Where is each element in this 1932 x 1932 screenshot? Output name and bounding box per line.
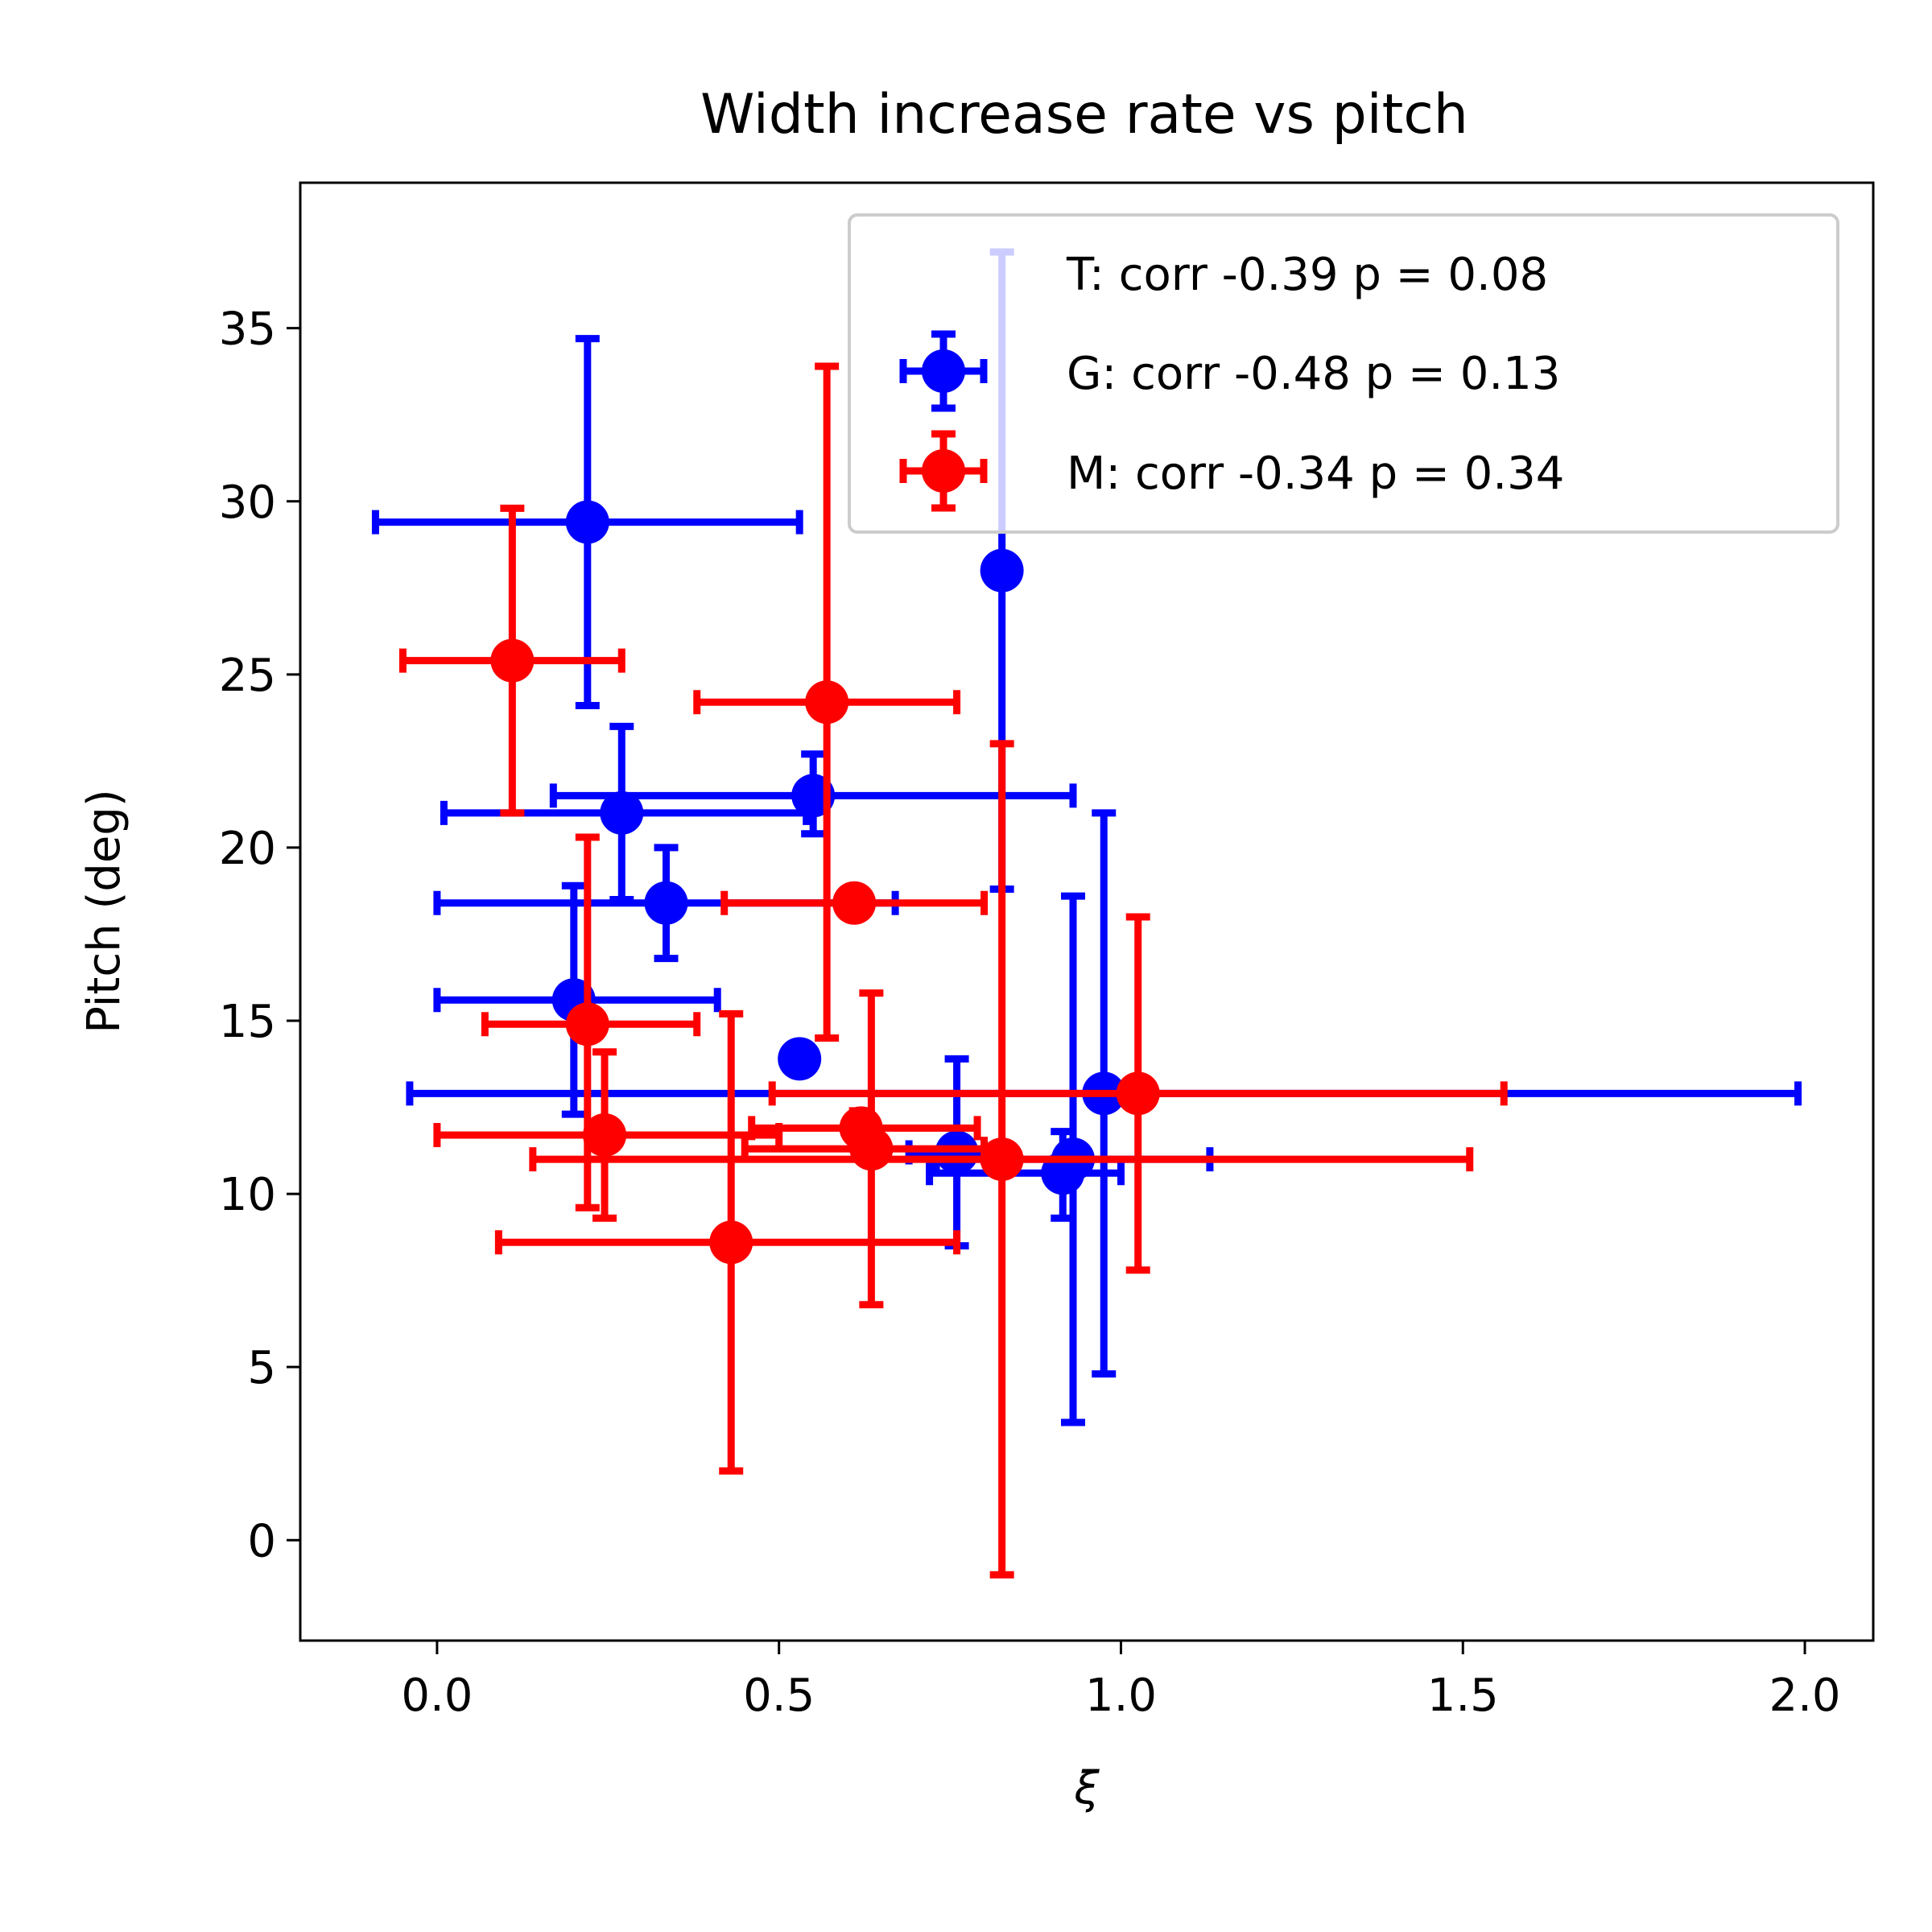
data-marker (565, 500, 609, 544)
data-point-g (371, 335, 803, 710)
data-marker (600, 791, 644, 835)
y-tick-label: 25 (219, 650, 276, 702)
data-point-m (433, 1048, 783, 1222)
y-axis-label: Pitch (deg) (78, 789, 130, 1033)
data-marker (832, 881, 877, 925)
x-axis-label: ξ (1073, 1762, 1100, 1814)
x-tick-label: 0.0 (401, 1670, 473, 1722)
data-marker (778, 1037, 822, 1081)
data-marker (644, 881, 688, 925)
legend-entry-m: M: corr -0.34 p = 0.34 (899, 430, 1564, 512)
data-point-g (778, 1037, 822, 1081)
data-marker (583, 1113, 627, 1157)
data-point-m (693, 362, 961, 1042)
data-marker (980, 548, 1024, 592)
legend-frame (848, 213, 1839, 534)
x-tick-label: 2.0 (1769, 1670, 1841, 1722)
data-point-m (494, 1009, 961, 1475)
data-point-m (529, 740, 1474, 1579)
data-marker (980, 1137, 1024, 1182)
legend-label: M: corr -0.34 p = 0.34 (1067, 448, 1564, 500)
axes-frame (299, 181, 1875, 1642)
data-point-m (768, 913, 1508, 1274)
data-point-m (720, 881, 989, 925)
x-tick-label: 1.0 (1085, 1670, 1157, 1722)
data-layer (371, 248, 1802, 1579)
x-tick-label: 1.5 (1427, 1670, 1499, 1722)
legend-label: G: corr -0.48 p = 0.13 (1067, 348, 1560, 400)
y-tick-label: 5 (247, 1342, 276, 1394)
legend-marker (922, 449, 965, 493)
chart-title: Width increase rate vs pitch (700, 83, 1468, 147)
y-tick-label: 35 (219, 303, 276, 356)
y-tick-label: 10 (219, 1169, 276, 1221)
data-marker (490, 638, 535, 683)
legend-entries: T: corr -0.39 p = 0.08 G: corr -0.48 p = … (899, 249, 1564, 512)
y-tick-label: 15 (219, 996, 276, 1048)
data-point-m (398, 504, 625, 817)
legend-marker (922, 349, 965, 393)
series-m (398, 362, 1508, 1579)
y-tick-label: 20 (219, 823, 276, 875)
x-axis: 0.0 0.5 1.0 1.5 2.0 (401, 1641, 1841, 1722)
data-marker (1116, 1071, 1160, 1116)
legend-entry-g: G: corr -0.48 p = 0.13 (899, 330, 1560, 412)
data-marker (709, 1220, 753, 1265)
y-axis: 0 5 10 15 20 25 30 35 (219, 303, 300, 1567)
y-tick-label: 30 (219, 477, 276, 529)
data-marker (849, 1127, 894, 1171)
data-marker (565, 1002, 609, 1046)
data-marker (805, 680, 849, 724)
legend: T: corr -0.39 p = 0.08 G: corr -0.48 p = … (848, 213, 1839, 534)
legend-label: T: corr -0.39 p = 0.08 (1066, 249, 1548, 301)
x-tick-label: 0.5 (743, 1670, 815, 1722)
y-tick-label: 0 (247, 1515, 276, 1567)
legend-entry-t: T: corr -0.39 p = 0.08 (1066, 249, 1548, 301)
